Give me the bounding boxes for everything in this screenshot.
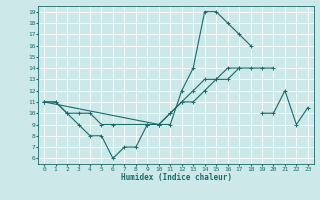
X-axis label: Humidex (Indice chaleur): Humidex (Indice chaleur) xyxy=(121,173,231,182)
